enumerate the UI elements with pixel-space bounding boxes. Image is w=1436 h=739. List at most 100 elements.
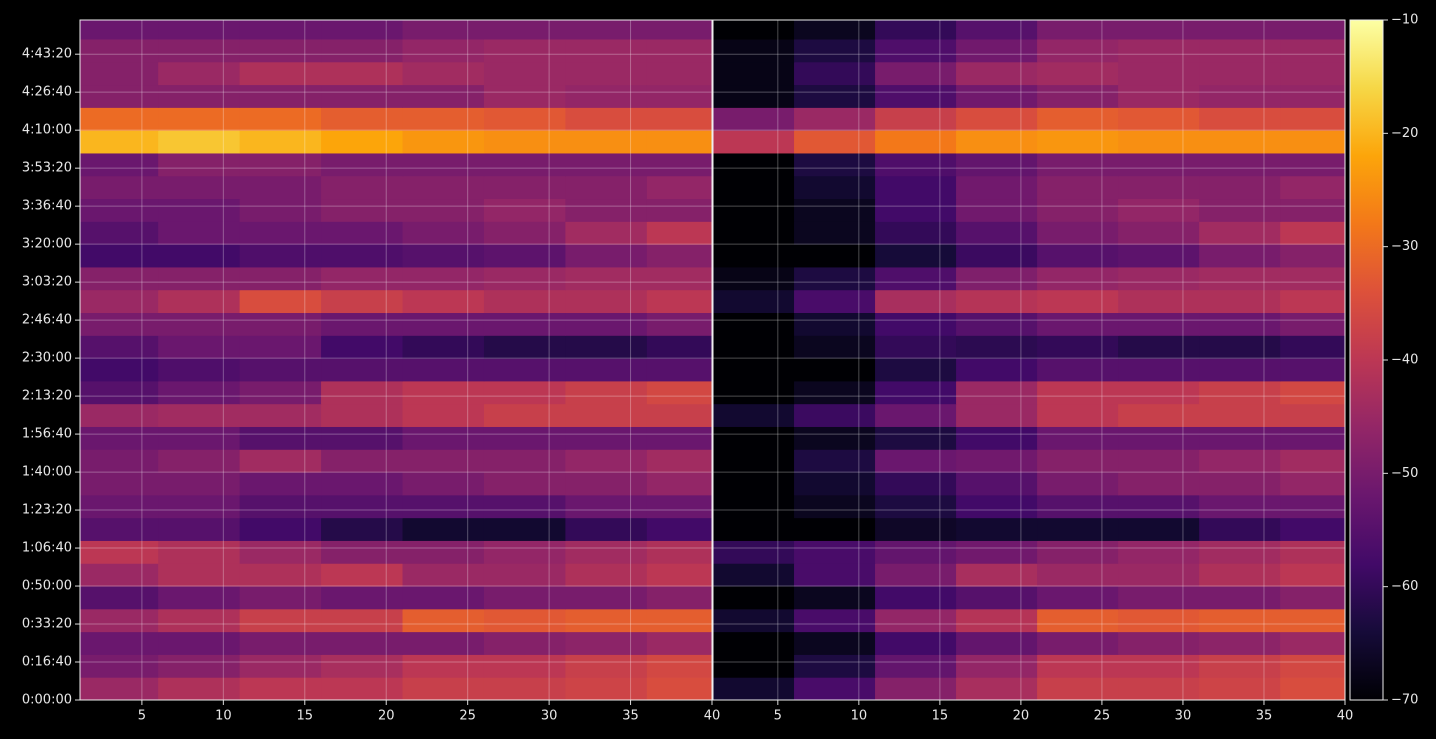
heatmap-cell bbox=[158, 358, 241, 382]
heatmap-cell bbox=[956, 198, 1038, 222]
heatmap-cell bbox=[875, 654, 957, 678]
x-tick-label: 25 bbox=[459, 709, 476, 724]
heatmap-cell bbox=[1118, 426, 1200, 450]
heatmap-cell bbox=[80, 608, 159, 633]
heatmap-cell bbox=[646, 449, 712, 473]
heatmap-cell bbox=[956, 449, 1038, 473]
heatmap-cell bbox=[1118, 175, 1200, 200]
heatmap-cell bbox=[321, 107, 404, 131]
x-tick-label: 35 bbox=[1256, 709, 1273, 724]
heatmap-cell bbox=[1280, 38, 1345, 63]
x-tick-label: 20 bbox=[1013, 709, 1030, 724]
heatmap-cell bbox=[794, 20, 876, 40]
x-tick-label: 40 bbox=[704, 709, 721, 724]
heatmap-cell bbox=[483, 677, 566, 700]
heatmap-cell bbox=[1118, 107, 1200, 131]
heatmap-cell bbox=[1037, 266, 1119, 291]
heatmap-cell bbox=[321, 494, 404, 519]
y-tick-label: 0:50:00 bbox=[22, 579, 72, 594]
heatmap-cell bbox=[158, 540, 241, 564]
heatmap-cell bbox=[565, 472, 648, 496]
heatmap-cell bbox=[1280, 61, 1345, 86]
heatmap-cell bbox=[80, 517, 159, 541]
heatmap-cell bbox=[402, 244, 485, 268]
heatmap-cell bbox=[794, 517, 876, 541]
heatmap-cell bbox=[565, 517, 648, 541]
heatmap-cell bbox=[239, 107, 322, 131]
x-tick-label: 10 bbox=[215, 709, 232, 724]
heatmap-cell bbox=[321, 266, 404, 291]
heatmap-cell bbox=[646, 380, 712, 405]
heatmap-cell bbox=[1037, 472, 1119, 496]
heatmap-cell bbox=[1199, 472, 1281, 496]
y-tick-label: 3:53:20 bbox=[22, 161, 72, 176]
x-tick-label: 5 bbox=[138, 709, 146, 724]
heatmap-cell bbox=[713, 107, 795, 131]
heatmap-cell bbox=[713, 244, 795, 268]
heatmap-cell bbox=[794, 403, 876, 427]
heatmap-cell bbox=[956, 426, 1038, 450]
heatmap-cell bbox=[646, 563, 712, 587]
heatmap-cell bbox=[1037, 449, 1119, 473]
heatmap-cell bbox=[1199, 130, 1281, 154]
heatmap-cell bbox=[80, 426, 159, 450]
heatmap-cell bbox=[794, 335, 876, 359]
y-tick-label: 3:36:40 bbox=[22, 199, 72, 214]
heatmap-cell bbox=[1037, 677, 1119, 700]
heatmap-cell bbox=[1280, 221, 1345, 245]
heatmap-cell bbox=[80, 540, 159, 564]
y-tick-label: 2:30:00 bbox=[22, 351, 72, 366]
heatmap-cell bbox=[646, 175, 712, 200]
heatmap-cell bbox=[956, 380, 1038, 405]
heatmap-cell bbox=[158, 631, 241, 655]
x-tick-label: 15 bbox=[297, 709, 314, 724]
heatmap-cell bbox=[794, 449, 876, 473]
heatmap-cell bbox=[565, 608, 648, 633]
heatmap-cell bbox=[646, 84, 712, 108]
heatmap-cell bbox=[239, 335, 322, 359]
heatmap-cell bbox=[646, 20, 712, 40]
heatmap-cell bbox=[1280, 107, 1345, 131]
heatmap-cell bbox=[321, 380, 404, 405]
heatmap-cell bbox=[80, 449, 159, 473]
heatmap-cell bbox=[483, 38, 566, 63]
colorbar-tick-label: −40 bbox=[1391, 353, 1418, 368]
heatmap-cell bbox=[1199, 494, 1281, 519]
heatmap-cell bbox=[1037, 540, 1119, 564]
heatmap-cell bbox=[1280, 540, 1345, 564]
heatmap-cell bbox=[321, 403, 404, 427]
heatmap-cell bbox=[80, 107, 159, 131]
heatmap-cell bbox=[402, 654, 485, 678]
heatmap-cell bbox=[1280, 586, 1345, 610]
heatmap-cell bbox=[1118, 244, 1200, 268]
heatmap-cell bbox=[713, 38, 795, 63]
heatmap-cell bbox=[239, 608, 322, 633]
heatmap-cell bbox=[794, 61, 876, 86]
heatmap-cell bbox=[80, 677, 159, 700]
heatmap-cell bbox=[646, 221, 712, 245]
heatmap-cell bbox=[794, 631, 876, 655]
heatmap-cell bbox=[158, 426, 241, 450]
heatmap-cell bbox=[1037, 289, 1119, 314]
heatmap-cell bbox=[1037, 84, 1119, 108]
heatmap-cell bbox=[239, 403, 322, 427]
heatmap-cell bbox=[1037, 130, 1119, 154]
heatmap-cell bbox=[794, 677, 876, 700]
heatmap-cell bbox=[646, 517, 712, 541]
heatmap-cell bbox=[1118, 654, 1200, 678]
heatmap-cell bbox=[158, 312, 241, 336]
y-tick-label: 0:33:20 bbox=[22, 617, 72, 632]
heatmap-cell bbox=[1280, 472, 1345, 496]
heatmap-cell bbox=[1280, 449, 1345, 473]
heatmap-cell bbox=[794, 266, 876, 291]
heatmap-cell bbox=[956, 494, 1038, 519]
heatmap-cell bbox=[483, 631, 566, 655]
heatmap-cell bbox=[794, 289, 876, 314]
heatmap-cell bbox=[483, 266, 566, 291]
heatmap-cell bbox=[1118, 198, 1200, 222]
heatmap-cell bbox=[1118, 289, 1200, 314]
heatmap-cell bbox=[1280, 631, 1345, 655]
heatmap-cell bbox=[239, 517, 322, 541]
heatmap-cell bbox=[713, 517, 795, 541]
heatmap-cell bbox=[1280, 517, 1345, 541]
